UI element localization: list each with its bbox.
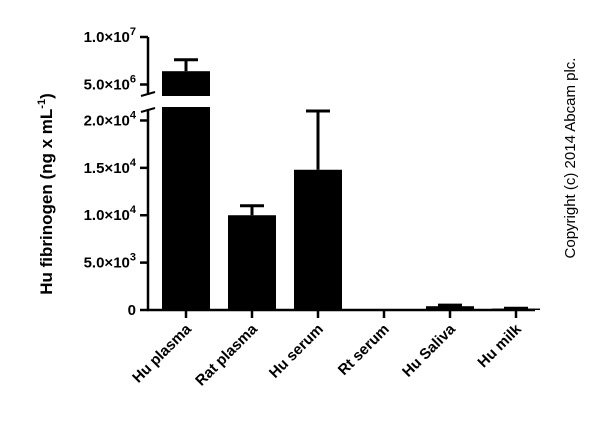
y-tick-label: 5.0×103 — [84, 252, 136, 272]
error-bars — [174, 58, 528, 310]
y-tick-label: 1.5×104 — [84, 157, 137, 177]
x-tick-label: Hu serum — [266, 321, 327, 382]
bar-hu-saliva — [426, 306, 474, 310]
x-tick-label: Hu milk — [474, 320, 525, 371]
y-tick-label: 2.0×104 — [84, 109, 137, 129]
y-tick-label: 1.0×107 — [84, 26, 136, 46]
bar-rat-plasma — [228, 215, 276, 310]
y-tick-label: 0 — [128, 302, 136, 319]
x-tick-label: Hu Saliva — [399, 320, 459, 380]
bar-hu-plasma-upper — [162, 71, 210, 96]
y-tick-label: 5.0×106 — [84, 74, 136, 94]
bar-hu-serum — [294, 169, 342, 310]
bar-rt-serum — [360, 309, 408, 310]
y-axis-label: Hu fibrinogen (ng x mL-1) — [36, 93, 56, 295]
y-tick-label: 1.0×104 — [84, 204, 137, 224]
bars — [162, 71, 540, 310]
x-tick-label: Rat plasma — [192, 320, 261, 389]
x-tick-label: Rt serum — [335, 321, 393, 379]
axis-break-mark-upper — [140, 91, 156, 97]
x-tick-label: Hu plasma — [129, 320, 195, 386]
y-tick-labels: 0 5.0×103 1.0×104 1.5×104 2.0×104 5.0×106 1.0×… — [84, 26, 137, 319]
copyright-notice: Copyright (c) 2014 Abcam plc. — [562, 58, 579, 259]
bar-hu-plasma-lower — [162, 107, 210, 310]
axis-break-mark-lower — [140, 107, 156, 113]
